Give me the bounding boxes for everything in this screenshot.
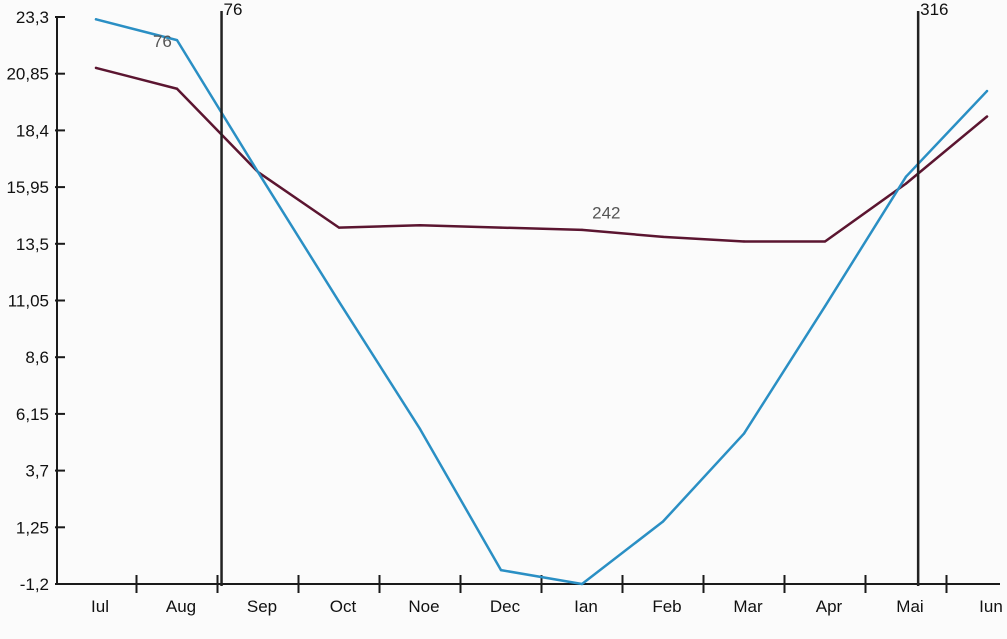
x-tick-label: Mai xyxy=(896,597,923,616)
y-tick-label: 11,05 xyxy=(8,292,49,311)
series-1-point xyxy=(661,235,665,239)
series-lines xyxy=(94,18,989,586)
x-tick-label: Sep xyxy=(247,597,277,616)
series-1-point xyxy=(742,240,746,243)
x-tick-label: Mar xyxy=(733,597,763,616)
series-1-point xyxy=(580,228,584,232)
y-tick-label: 18,4 xyxy=(16,121,49,140)
x-tick-label: Iun xyxy=(979,597,1003,616)
series-2-point xyxy=(823,305,827,308)
x-tick-label: Noe xyxy=(408,597,439,616)
series-2-point xyxy=(256,170,260,174)
x-tick-label: Feb xyxy=(652,597,681,616)
annotations: 7624247 xyxy=(153,32,621,222)
series-1-point xyxy=(499,226,503,229)
annotation-label: 76 xyxy=(153,32,172,51)
series-line-2 xyxy=(94,18,989,586)
y-tick-label: 3,7 xyxy=(25,462,49,481)
x-tick-label: Ian xyxy=(574,597,598,616)
series-1-point xyxy=(418,224,422,227)
y-tick-label: 23,3 xyxy=(16,8,49,27)
x-tick-label: Oct xyxy=(330,597,357,616)
x-tick-label: Iul xyxy=(91,597,109,616)
annotation-label: 242 xyxy=(592,203,620,222)
series-2-point xyxy=(742,432,746,435)
series-1-point xyxy=(175,87,179,90)
series-2-point xyxy=(94,18,98,21)
series-2-point xyxy=(985,89,989,93)
y-tick-label: 8,6 xyxy=(25,348,49,367)
y-tick-label: 6,15 xyxy=(16,405,49,424)
series-2-point xyxy=(904,175,908,178)
axes xyxy=(55,16,1000,593)
series-2-point xyxy=(580,582,584,586)
series-1-point xyxy=(337,226,341,229)
vertical-marker-label: 76 xyxy=(224,0,243,19)
vertical-markers: 76 316 xyxy=(220,0,949,586)
series-2-point xyxy=(661,520,665,523)
series-2-point xyxy=(175,38,179,42)
y-tick-label: -1,2 xyxy=(20,575,49,594)
y-tick-label: 15,95 xyxy=(6,178,49,197)
series-1-point xyxy=(904,182,908,185)
tick-labels: 23,3 20,85 18,4 15,95 13,5 11,05 8,6 6,15 3,7 1,2… xyxy=(6,8,1002,616)
x-tick-label: Aug xyxy=(166,597,196,616)
y-tick-label: 1,25 xyxy=(16,518,49,537)
x-tick-label: Dec xyxy=(490,597,521,616)
y-tick-label: 13,5 xyxy=(16,235,49,254)
series-2-point xyxy=(418,427,422,431)
series-1-point xyxy=(823,240,827,243)
series-2-point xyxy=(337,300,341,303)
vertical-marker-label: 316 xyxy=(920,0,948,19)
y-tick-label: 20,85 xyxy=(6,65,49,84)
series-1-point xyxy=(985,115,989,118)
series-1-point xyxy=(94,66,98,70)
series-line-1 xyxy=(94,66,989,243)
series-2-point xyxy=(499,568,503,572)
x-tick-label: Apr xyxy=(816,597,843,616)
